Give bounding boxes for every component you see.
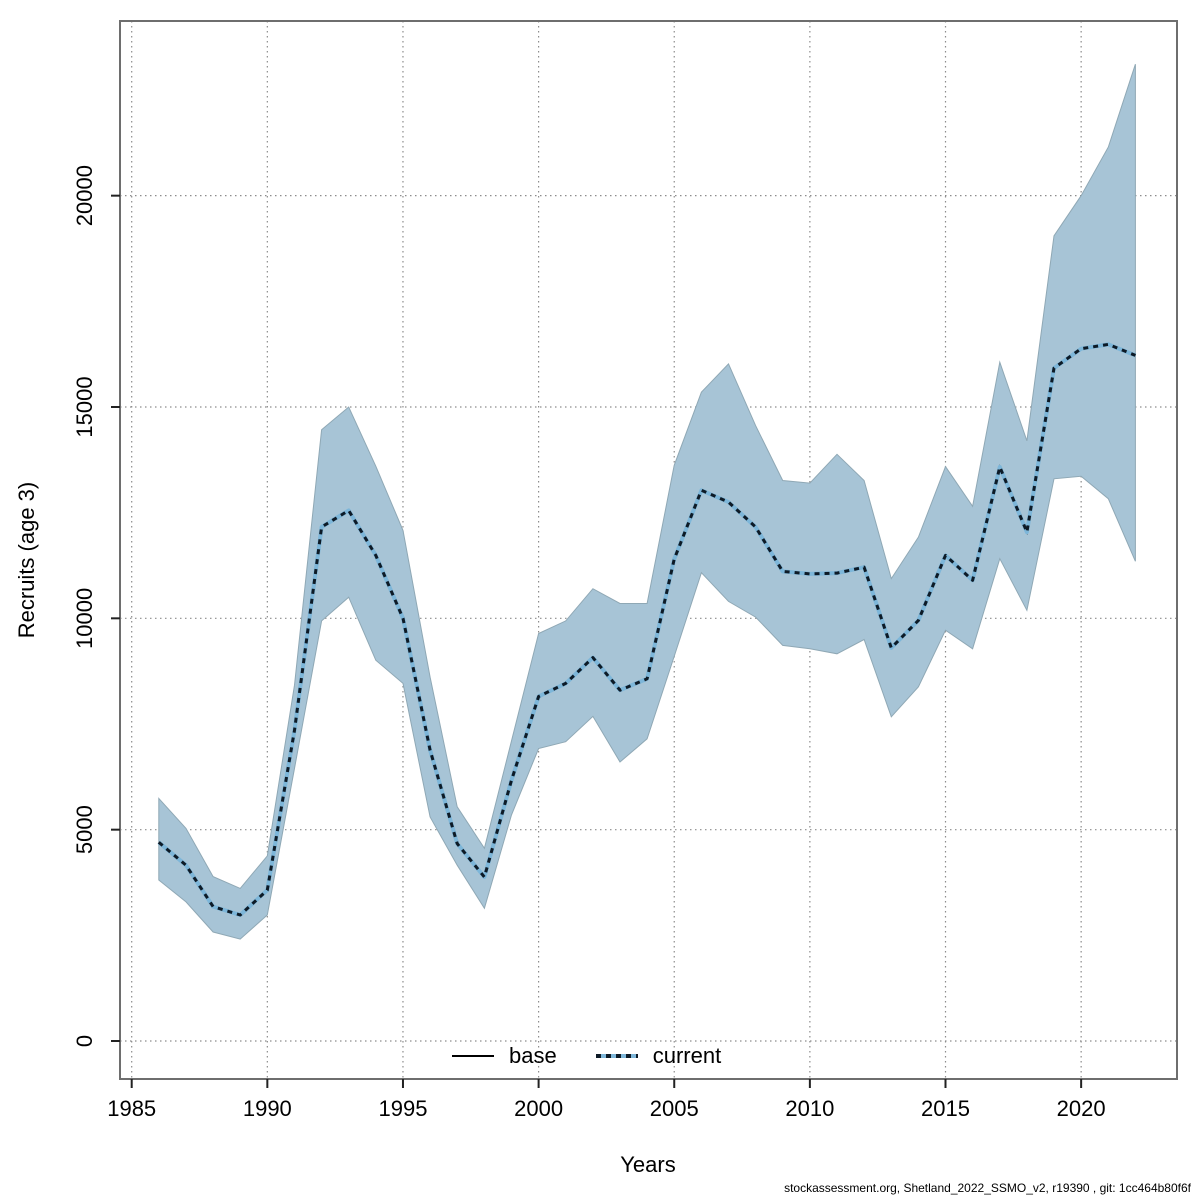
legend: base current [452, 1043, 745, 1069]
axis-ticks [111, 194, 1083, 1088]
x-axis-label: Years [620, 1152, 676, 1177]
y-tick-label: 15000 [72, 376, 97, 437]
confidence-band [158, 64, 1136, 940]
x-tick-label: 1985 [107, 1096, 156, 1121]
y-tick-label: 0 [72, 1035, 97, 1047]
legend-current-label: current [652, 1043, 722, 1068]
footer-source-text: stockassessment.org, Shetland_2022_SSMO_… [784, 1181, 1191, 1195]
current-line-dash-swatch [595, 1054, 638, 1058]
y-tick-label: 10000 [72, 588, 97, 649]
x-tick-label: 2000 [514, 1096, 563, 1121]
x-tick-label: 1990 [243, 1096, 292, 1121]
legend-base-label: base [509, 1043, 557, 1068]
y-tick-label: 20000 [72, 165, 97, 226]
tick-labels: 1985 1990 1995 2000 2005 2010 2015 2020 0 5000 100… [72, 165, 1106, 1121]
y-tick-label: 5000 [72, 805, 97, 854]
x-tick-label: 2005 [650, 1096, 699, 1121]
x-tick-label: 1995 [378, 1096, 427, 1121]
current-line [157, 342, 1136, 917]
x-tick-label: 2010 [785, 1096, 834, 1121]
plot-border [119, 20, 1178, 1080]
x-tick-label: 2015 [921, 1096, 970, 1121]
y-axis-label: Recruits (age 3) [14, 481, 39, 639]
base-line-swatch [452, 1055, 494, 1057]
x-tick-label: 2020 [1057, 1096, 1106, 1121]
